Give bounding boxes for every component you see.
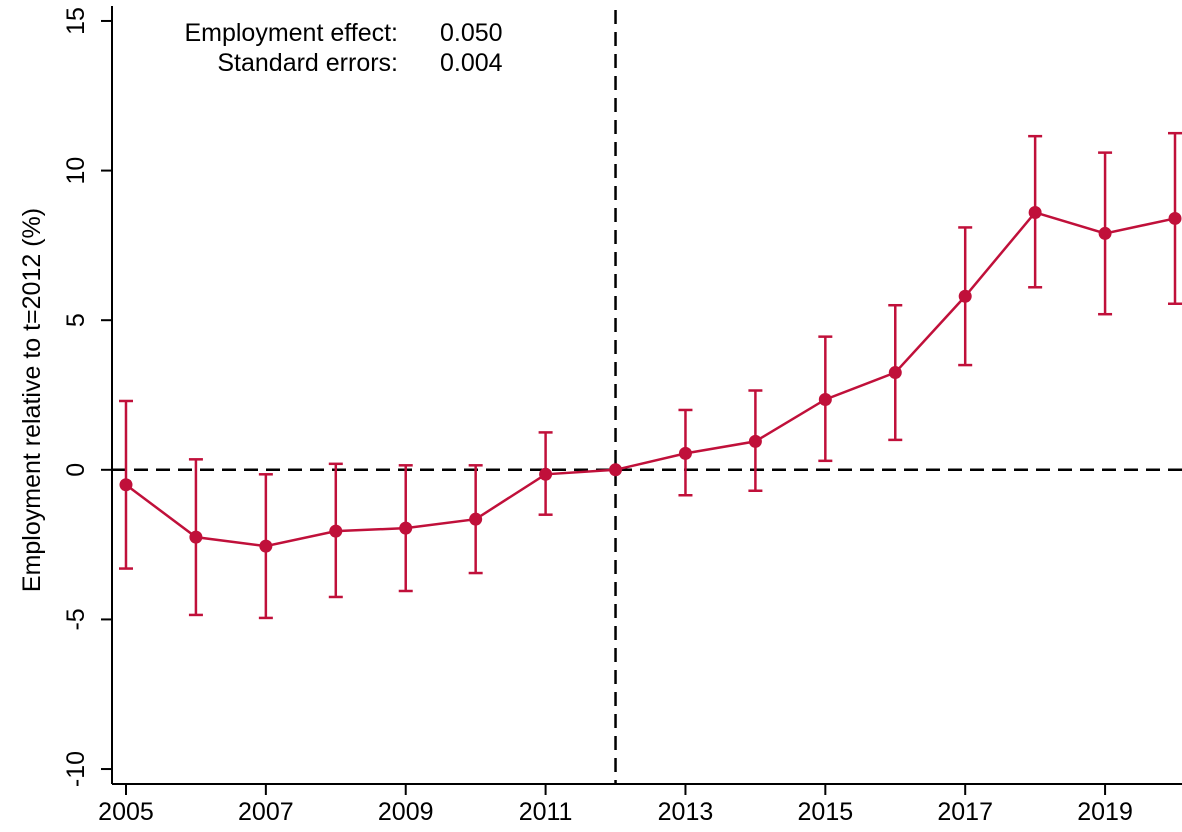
x-tick-label: 2009 (378, 798, 434, 826)
annotation-label-effect: Employment effect: (184, 19, 398, 47)
data-point (888, 366, 902, 380)
reference-lines (112, 10, 1182, 784)
data-point (1098, 226, 1112, 240)
x-tick-label: 2013 (658, 798, 714, 826)
data-point (818, 392, 832, 406)
axes: -10 -5 0 5 10 15 2005 2007 2009 2011 2013 2015 2017 2… (62, 6, 1182, 826)
data-point (539, 467, 553, 481)
x-tick-label: 2017 (937, 798, 993, 826)
y-tick-label: -5 (62, 608, 90, 630)
data-point (609, 463, 623, 477)
y-tick-label: 10 (62, 157, 90, 185)
data-point (259, 539, 273, 553)
data-point (119, 478, 133, 492)
data-point (189, 530, 203, 544)
annotation-value-effect: 0.050 (440, 19, 503, 47)
y-tick-label: 0 (62, 463, 90, 477)
data-point (329, 524, 343, 538)
data-point (748, 434, 762, 448)
x-tick-label: 2007 (238, 798, 294, 826)
x-tick-label: 2011 (519, 798, 573, 826)
series-layer (118, 131, 1182, 620)
data-point (958, 289, 972, 303)
y-tick-label: -10 (62, 751, 90, 787)
y-tick-label: 15 (62, 7, 90, 35)
x-tick-label: 2019 (1077, 798, 1133, 826)
y-axis-title: Employment relative to t=2012 (%) (18, 208, 46, 592)
annotation-value-se: 0.004 (440, 49, 503, 77)
annotation-box: Employment effect: 0.050 Standard errors… (184, 19, 502, 77)
data-point (399, 521, 413, 535)
data-point (469, 512, 483, 526)
y-tick-label: 5 (62, 313, 90, 327)
series-line (125, 211, 1176, 548)
data-point (1168, 211, 1182, 225)
annotation-label-se: Standard errors: (217, 49, 398, 77)
x-tick-label: 2005 (98, 798, 154, 826)
x-tick-label: 2015 (798, 798, 854, 826)
data-point (1028, 205, 1042, 219)
data-point (678, 446, 692, 460)
